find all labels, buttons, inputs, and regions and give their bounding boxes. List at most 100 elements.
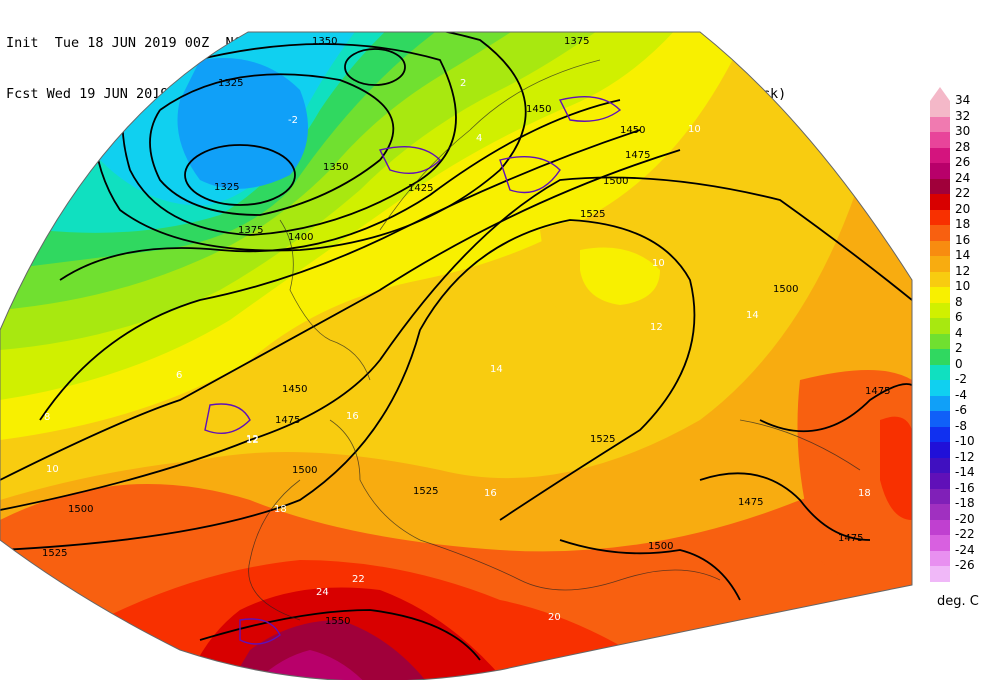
temp-label: 6 [176, 370, 182, 381]
colorbar-label: -6 [955, 403, 967, 417]
colorbar-label: 32 [955, 108, 971, 123]
colorbar-swatch [930, 147, 950, 163]
contour-1500 [0, 176, 912, 511]
colorbar-label: 24 [955, 170, 971, 185]
temp-label: 10 [46, 464, 59, 475]
contour-1450 [39, 129, 641, 421]
contour-1475 [0, 149, 681, 481]
colorbar-label: 2 [955, 341, 963, 355]
temp-label: 4 [476, 133, 482, 144]
contour-label: 1350 [312, 36, 337, 47]
colorbar-label: -12 [955, 449, 975, 464]
temp-label: 14 [746, 310, 759, 321]
colorbar-swatch [930, 411, 950, 427]
colorbar-swatch [930, 473, 950, 489]
colorbar-swatch [930, 535, 950, 551]
colorbar-swatch [930, 349, 950, 365]
contour-label: 1500 [603, 176, 628, 187]
temp-label: 16 [484, 488, 497, 499]
colorbar-swatch [930, 395, 950, 411]
temp-label: 12 [246, 435, 259, 446]
colorbar-label: -16 [955, 480, 975, 495]
colorbar-swatch [930, 163, 950, 179]
colorbar-swatch [930, 225, 950, 241]
colorbar-label: 12 [955, 263, 971, 278]
colorbar-label: 6 [955, 310, 963, 324]
colorbar-label: 18 [955, 217, 971, 231]
contour-label: 1550 [325, 616, 350, 627]
contour-1350 [149, 73, 395, 216]
contour-label: 1500 [773, 284, 798, 295]
contour-label: 1475 [865, 386, 890, 397]
contour-label: 1425 [408, 183, 433, 194]
colorbar-label: 14 [955, 248, 971, 262]
colorbar-label: 20 [955, 201, 971, 216]
contour-label: 1500 [648, 541, 673, 552]
contour-label: 1525 [413, 486, 438, 497]
temp-label: 8 [44, 412, 50, 423]
colorbar-swatch [930, 240, 950, 256]
colorbar-label: -8 [955, 418, 967, 433]
colorbar-swatch [930, 132, 950, 148]
colorbar-swatch [930, 380, 950, 396]
temp-label: 12 [246, 434, 259, 445]
colorbar-label: 28 [955, 139, 971, 154]
colorbar-swatch [930, 457, 950, 473]
colorbar-swatch [930, 287, 950, 303]
contour-labels: 1350 1325 1325 1350 1375 1400 1425 1450 … [42, 36, 890, 627]
colorbar-label: -4 [955, 387, 967, 402]
colorbar-label: -10 [955, 434, 975, 448]
temp-label: 18 [274, 504, 287, 515]
colorbar-swatch [930, 194, 950, 210]
contour-label: 1325 [214, 182, 239, 193]
low-contour-1325 [184, 144, 296, 206]
colorbar-units: deg. C [937, 594, 979, 609]
contour-label: 1450 [620, 125, 645, 136]
temp-label: -2 [288, 115, 298, 126]
colorbar-top-arrow [930, 87, 950, 101]
temp-label: 24 [316, 587, 329, 598]
colorbar-swatch [930, 442, 950, 458]
contour-label: 1525 [42, 548, 67, 559]
temp-label: 2 [460, 78, 466, 89]
colorbar-label: -20 [955, 511, 975, 526]
colorbar-swatch [930, 566, 950, 582]
contour-1425 [59, 99, 621, 281]
contour-label: 1500 [68, 504, 93, 515]
temp-label: 10 [688, 124, 701, 135]
colorbar-swatch [930, 256, 950, 272]
colorbar-label: 22 [955, 186, 971, 200]
colorbar-swatch [930, 101, 950, 117]
contour-label: 1450 [526, 104, 551, 115]
colorbar-swatch [930, 178, 950, 194]
colorbar-label: 16 [955, 232, 971, 247]
colorbar-label: 4 [955, 325, 963, 340]
colorbar-swatch [930, 209, 950, 225]
temp-label: 10 [652, 258, 665, 269]
colorbar-label: -22 [955, 527, 975, 541]
colorbar-label: -18 [955, 496, 975, 510]
colorbar-swatch [930, 271, 950, 287]
contour-label: 1375 [564, 36, 589, 47]
colorbar-swatch [930, 488, 950, 504]
colorbar-swatch [930, 426, 950, 442]
temp-label: 20 [548, 612, 561, 623]
contour-label: 1475 [625, 150, 650, 161]
contour-label: 1450 [282, 384, 307, 395]
temp-label: 16 [346, 411, 359, 422]
contour-label: 1325 [218, 78, 243, 89]
coastlines [248, 59, 861, 621]
contour-1500-se [559, 539, 741, 601]
colorbar-swatch [930, 333, 950, 349]
temp-label: 18 [858, 488, 871, 499]
contour-1475-east [759, 383, 912, 433]
colorbar-label: 30 [955, 124, 971, 138]
contour-label: 1525 [590, 434, 615, 445]
contour-label: 1475 [275, 415, 300, 426]
geopotential-contours [0, 32, 912, 661]
contour-label: 1375 [238, 225, 263, 236]
contour-label: 1475 [838, 533, 863, 544]
colorbar-label: -14 [955, 465, 975, 479]
colorbar-swatch [930, 302, 950, 318]
